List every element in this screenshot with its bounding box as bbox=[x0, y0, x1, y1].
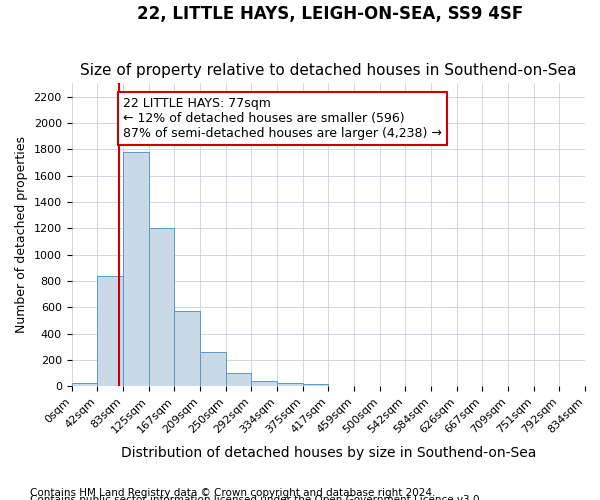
Y-axis label: Number of detached properties: Number of detached properties bbox=[15, 136, 28, 334]
Text: 22, LITTLE HAYS, LEIGH-ON-SEA, SS9 4SF: 22, LITTLE HAYS, LEIGH-ON-SEA, SS9 4SF bbox=[137, 5, 523, 23]
Text: Contains public sector information licensed under the Open Government Licence v3: Contains public sector information licen… bbox=[30, 495, 483, 500]
Bar bbox=[200, 352, 226, 386]
X-axis label: Distribution of detached houses by size in Southend-on-Sea: Distribution of detached houses by size … bbox=[121, 446, 536, 460]
Text: 22 LITTLE HAYS: 77sqm
← 12% of detached houses are smaller (596)
87% of semi-det: 22 LITTLE HAYS: 77sqm ← 12% of detached … bbox=[123, 97, 442, 140]
Bar bbox=[302, 384, 328, 386]
Text: Contains HM Land Registry data © Crown copyright and database right 2024.: Contains HM Land Registry data © Crown c… bbox=[30, 488, 436, 498]
Bar bbox=[226, 373, 251, 386]
Bar bbox=[174, 311, 200, 386]
Bar bbox=[149, 228, 174, 386]
Bar bbox=[277, 382, 302, 386]
Bar bbox=[71, 383, 97, 386]
Bar bbox=[251, 381, 277, 386]
Bar bbox=[97, 276, 123, 386]
Title: Size of property relative to detached houses in Southend-on-Sea: Size of property relative to detached ho… bbox=[80, 63, 577, 78]
Bar bbox=[123, 152, 149, 386]
